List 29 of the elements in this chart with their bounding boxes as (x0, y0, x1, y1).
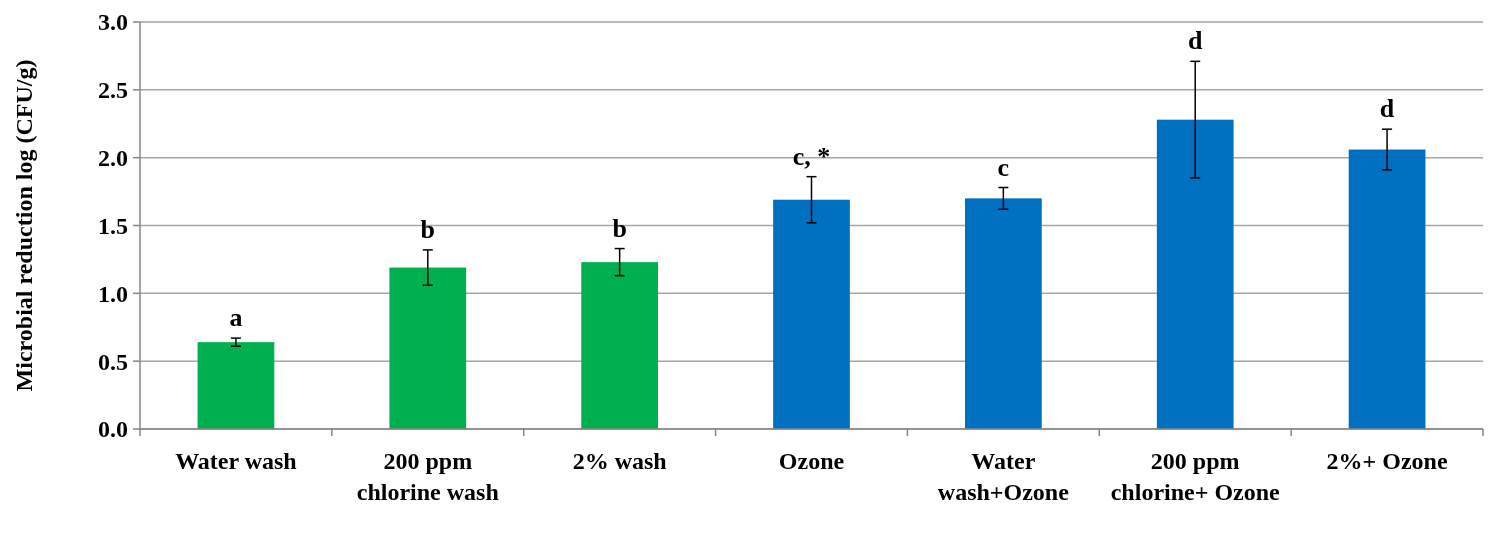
x-tick-label: Water wash+Ozone (937, 448, 1070, 505)
bar (964, 198, 1042, 429)
annotation: b (612, 213, 627, 243)
y-axis-title: Microbial reduction log (CFU/g) (11, 59, 37, 392)
annotation: c (997, 152, 1010, 182)
annotation: c, * (792, 141, 831, 171)
annotation: d (1379, 94, 1395, 124)
x-tick-label: Water wash (175, 448, 297, 474)
bar (389, 267, 467, 429)
y-tick-label: 2.0 (98, 145, 128, 172)
y-tick-label: 0.5 (98, 348, 128, 375)
bar (581, 262, 659, 429)
bar (773, 199, 850, 429)
annotation: a (229, 303, 243, 333)
y-tick-label: 3.0 (98, 9, 128, 36)
x-tick-label: 200 ppm chlorine wash (356, 448, 499, 505)
x-tick-label: 2%+ Ozone (1326, 448, 1448, 474)
bar (1348, 149, 1426, 429)
y-tick-label: 2.5 (98, 77, 128, 104)
y-tick-label: 1.0 (98, 280, 128, 307)
bar (197, 342, 275, 429)
y-tick-label: 0.0 (98, 416, 128, 443)
x-tick-label: 2% wash (572, 448, 667, 474)
annotation: b (420, 214, 436, 244)
y-tick-label: 1.5 (98, 212, 128, 239)
x-tick-label: 200 ppm chlorine+ Ozone (1110, 448, 1281, 505)
x-tick-label: Ozone (778, 448, 845, 474)
annotation: d (1187, 26, 1203, 56)
bar (1156, 119, 1234, 429)
